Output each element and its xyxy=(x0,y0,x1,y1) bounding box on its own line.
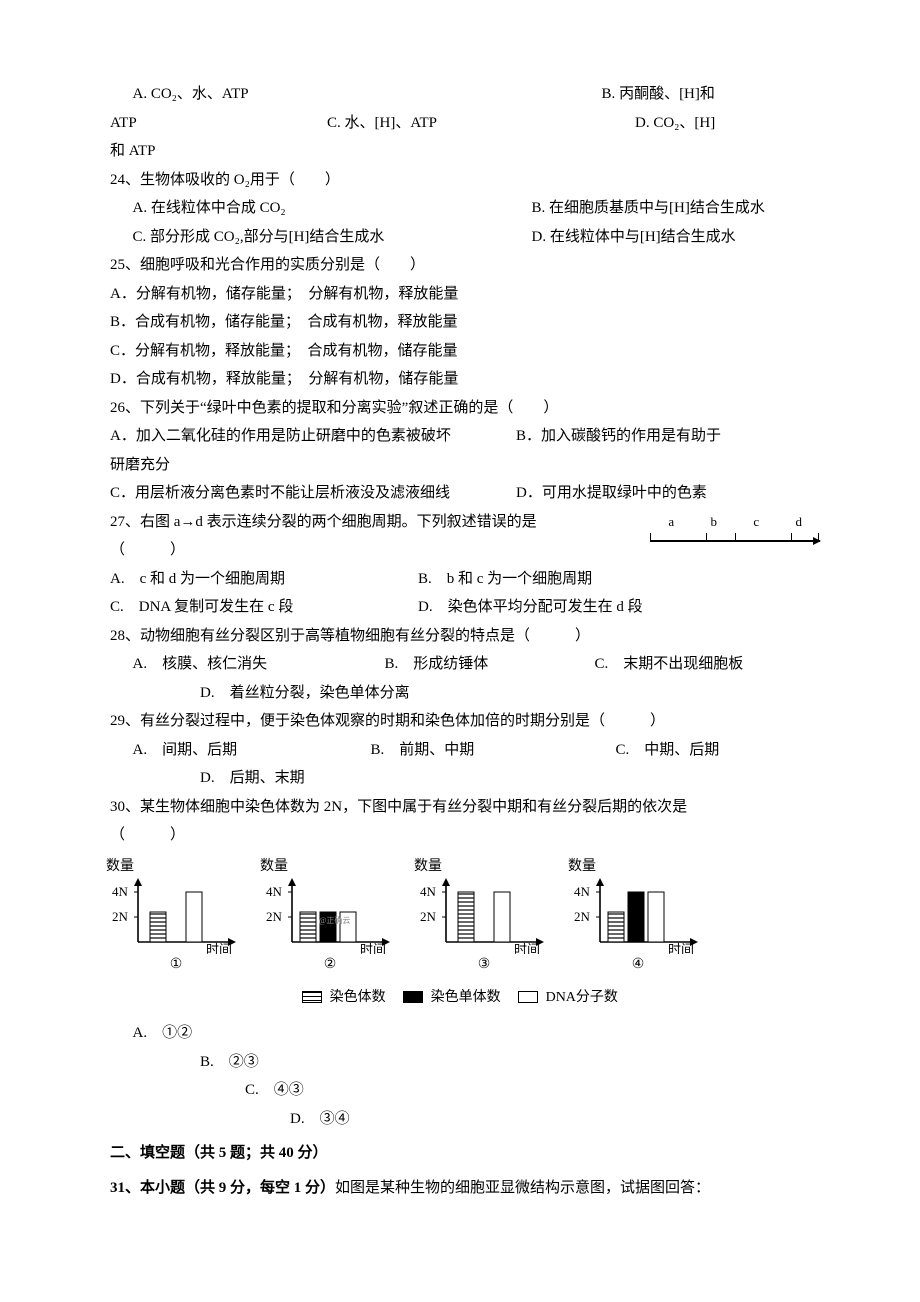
q29-A: A. 间期、后期 xyxy=(110,736,371,765)
q29-stem: 29、有丝分裂过程中，便于染色体观察的时期和染色体加倍的时期分别是（ ） xyxy=(110,707,810,736)
q28-B: B. 形成纺锤体 xyxy=(385,650,595,679)
q30-chart-1: 数量 4N 2N 时间 ① xyxy=(110,854,242,979)
svg-text:2N: 2N xyxy=(574,909,591,924)
q27-B: B. b 和 c 为一个细胞周期 xyxy=(418,565,592,594)
q27-row2: C. DNA 复制可发生在 c 段 D. 染色体平均分配可发生在 d 段 xyxy=(110,593,810,622)
q29-B: B. 前期、中期 xyxy=(371,736,616,765)
q31-stem: 31、本小题（共 9 分，每空 1 分）如图是某种生物的细胞亚显微结构示意图，试… xyxy=(110,1174,810,1203)
legend-b: 染色单体数 xyxy=(431,990,501,1005)
q27-D: D. 染色体平均分配可发生在 d 段 xyxy=(418,593,643,622)
q27-A: A. c 和 d 为一个细胞周期 xyxy=(110,565,418,594)
q27-lbl-a: a xyxy=(650,510,693,535)
q24-B: B. 在细胞质基质中与[H]结合生成水 xyxy=(532,194,765,223)
svg-text:4N: 4N xyxy=(112,884,129,899)
q27-lbl-d: d xyxy=(778,510,821,535)
q30-blank: （ ） xyxy=(110,821,810,850)
q23-D-label: D. xyxy=(635,115,650,131)
q23-C-label: C. xyxy=(327,115,341,131)
q25-A: A．分解有机物，储存能量； 分解有机物，释放能量 xyxy=(110,280,810,309)
q28-A: A. 核膜、核仁消失 xyxy=(110,650,385,679)
q23-D-text: CO₂、[H] xyxy=(653,115,715,131)
q27-block: 27、右图 a→d 表示连续分裂的两个细胞周期。下列叙述错误的是 a b c d… xyxy=(110,508,810,622)
q28-row1: A. 核膜、核仁消失 B. 形成纺锤体 C. 末期不出现细胞板 xyxy=(110,650,810,679)
q29-D: D. 后期、末期 xyxy=(110,764,810,793)
q23-line2-left: ATP xyxy=(110,115,137,131)
q23-line2: ATP C. 水、[H]、ATP D. CO₂、[H] xyxy=(110,109,810,138)
svg-text:2N: 2N xyxy=(112,909,129,924)
q26-D: D．可用水提取绿叶中的色素 xyxy=(516,479,707,508)
q30-cap-2: ② xyxy=(264,952,396,979)
q24-A: A. 在线粒体中合成 CO₂ xyxy=(110,194,532,223)
svg-text:时间: 时间 xyxy=(206,942,232,954)
q27-diagram: a b c d xyxy=(650,514,820,548)
q29-row1: A. 间期、后期 B. 前期、中期 C. 中期、后期 xyxy=(110,736,810,765)
q24-row1: A. 在线粒体中合成 CO₂ B. 在细胞质基质中与[H]结合生成水 xyxy=(110,194,810,223)
q31-prefix: 31、本小题（共 9 分，每空 1 分） xyxy=(110,1180,335,1196)
q30-legend: 染色体数 染色单体数 DNA分子数 xyxy=(110,985,810,1012)
svg-text:2N: 2N xyxy=(420,909,437,924)
q24-C: C. 部分形成 CO₂,部分与[H]结合生成水 xyxy=(110,223,532,252)
q30-C: C. ④③ xyxy=(110,1076,810,1105)
svg-text:时间: 时间 xyxy=(514,942,540,954)
q27-lbl-c: c xyxy=(735,510,778,535)
q26-row1: A．加入二氧化硅的作用是防止研磨中的色素被破坏 B．加入碳酸钙的作用是有助于 xyxy=(110,422,810,451)
svg-text:4N: 4N xyxy=(420,884,437,899)
q26-B: B．加入碳酸钙的作用是有助于 xyxy=(516,422,721,451)
q23-line1: A. CO₂、水、ATP B. 丙酮酸、[H]和 xyxy=(110,80,810,109)
q25-C: C．分解有机物，释放能量； 合成有机物，储存能量 xyxy=(110,337,810,366)
section2-title: 二、填空题（共 5 题；共 40 分） xyxy=(110,1139,810,1168)
q27-C: C. DNA 复制可发生在 c 段 xyxy=(110,593,418,622)
q24-D: D. 在线粒体中与[H]结合生成水 xyxy=(532,223,736,252)
q26-B2: 研磨充分 xyxy=(110,451,810,480)
svg-text:@正确云: @正确云 xyxy=(319,915,350,925)
q24-row2: C. 部分形成 CO₂,部分与[H]结合生成水 D. 在线粒体中与[H]结合生成… xyxy=(110,223,810,252)
q30-stem: 30、某生物体细胞中染色体数为 2N，下图中属于有丝分裂中期和有丝分裂后期的依次… xyxy=(110,793,810,822)
q23-A-text: CO₂、水、ATP xyxy=(151,86,249,102)
q23-line3: 和 ATP xyxy=(110,137,810,166)
q27-lbl-b: b xyxy=(693,510,736,535)
q26-A: A．加入二氧化硅的作用是防止研磨中的色素被破坏 xyxy=(110,422,516,451)
q24-stem: 24、生物体吸收的 O₂用于（ ） xyxy=(110,166,810,195)
q30-cap-4: ④ xyxy=(572,952,704,979)
q30-chart-2: 数量 4N 2N @正确云 时间 ② xyxy=(264,854,396,979)
q28-stem: 28、动物细胞有丝分裂区别于高等植物细胞有丝分裂的特点是（ ） xyxy=(110,622,810,651)
q30-cap-3: ③ xyxy=(418,952,550,979)
q26-stem: 26、下列关于“绿叶中色素的提取和分离实验”叙述正确的是（ ） xyxy=(110,394,810,423)
q31-rest: 如图是某种生物的细胞亚显微结构示意图，试据图回答： xyxy=(335,1180,710,1196)
q26-C: C．用层析液分离色素时不能让层析液没及滤液细线 xyxy=(110,479,516,508)
q30-B: B. ②③ xyxy=(110,1048,810,1077)
svg-text:4N: 4N xyxy=(574,884,591,899)
legend-solid-icon xyxy=(403,991,423,1003)
q30-chart-3: 数量 4N 2N 时间 ③ xyxy=(418,854,550,979)
svg-text:4N: 4N xyxy=(266,884,283,899)
q30-chart-4: 数量 4N 2N 时间 ④ xyxy=(572,854,704,979)
q23-A-label: A. xyxy=(133,86,148,102)
svg-text:时间: 时间 xyxy=(668,942,694,954)
q23-C-text: 水、[H]、ATP xyxy=(345,115,438,131)
q30-A: A. ①② xyxy=(110,1019,810,1048)
legend-hatch-icon xyxy=(302,991,322,1003)
q25-stem: 25、细胞呼吸和光合作用的实质分别是（ ） xyxy=(110,251,810,280)
legend-empty-icon xyxy=(518,991,538,1003)
svg-text:时间: 时间 xyxy=(360,942,386,954)
q28-D: D. 着丝粒分裂，染色单体分离 xyxy=(110,679,810,708)
legend-c: DNA分子数 xyxy=(546,990,618,1005)
q29-C: C. 中期、后期 xyxy=(616,736,720,765)
svg-text:2N: 2N xyxy=(266,909,283,924)
q23-B-text: 丙酮酸、[H]和 xyxy=(619,86,715,102)
q25-D: D．合成有机物，释放能量； 分解有机物，储存能量 xyxy=(110,365,810,394)
q26-row2: C．用层析液分离色素时不能让层析液没及滤液细线 D．可用水提取绿叶中的色素 xyxy=(110,479,810,508)
q30-cap-1: ① xyxy=(110,952,242,979)
q25-B: B．合成有机物，储存能量； 合成有机物，释放能量 xyxy=(110,308,810,337)
legend-a: 染色体数 xyxy=(330,990,386,1005)
q23-B-label: B. xyxy=(602,86,616,102)
q30-D: D. ③④ xyxy=(110,1105,810,1134)
q27-row1: A. c 和 d 为一个细胞周期 B. b 和 c 为一个细胞周期 xyxy=(110,565,810,594)
q28-C: C. 末期不出现细胞板 xyxy=(595,650,744,679)
q30-charts: 数量 4N 2N 时间 ① 数量 4N 2N @正确云 xyxy=(110,854,810,979)
